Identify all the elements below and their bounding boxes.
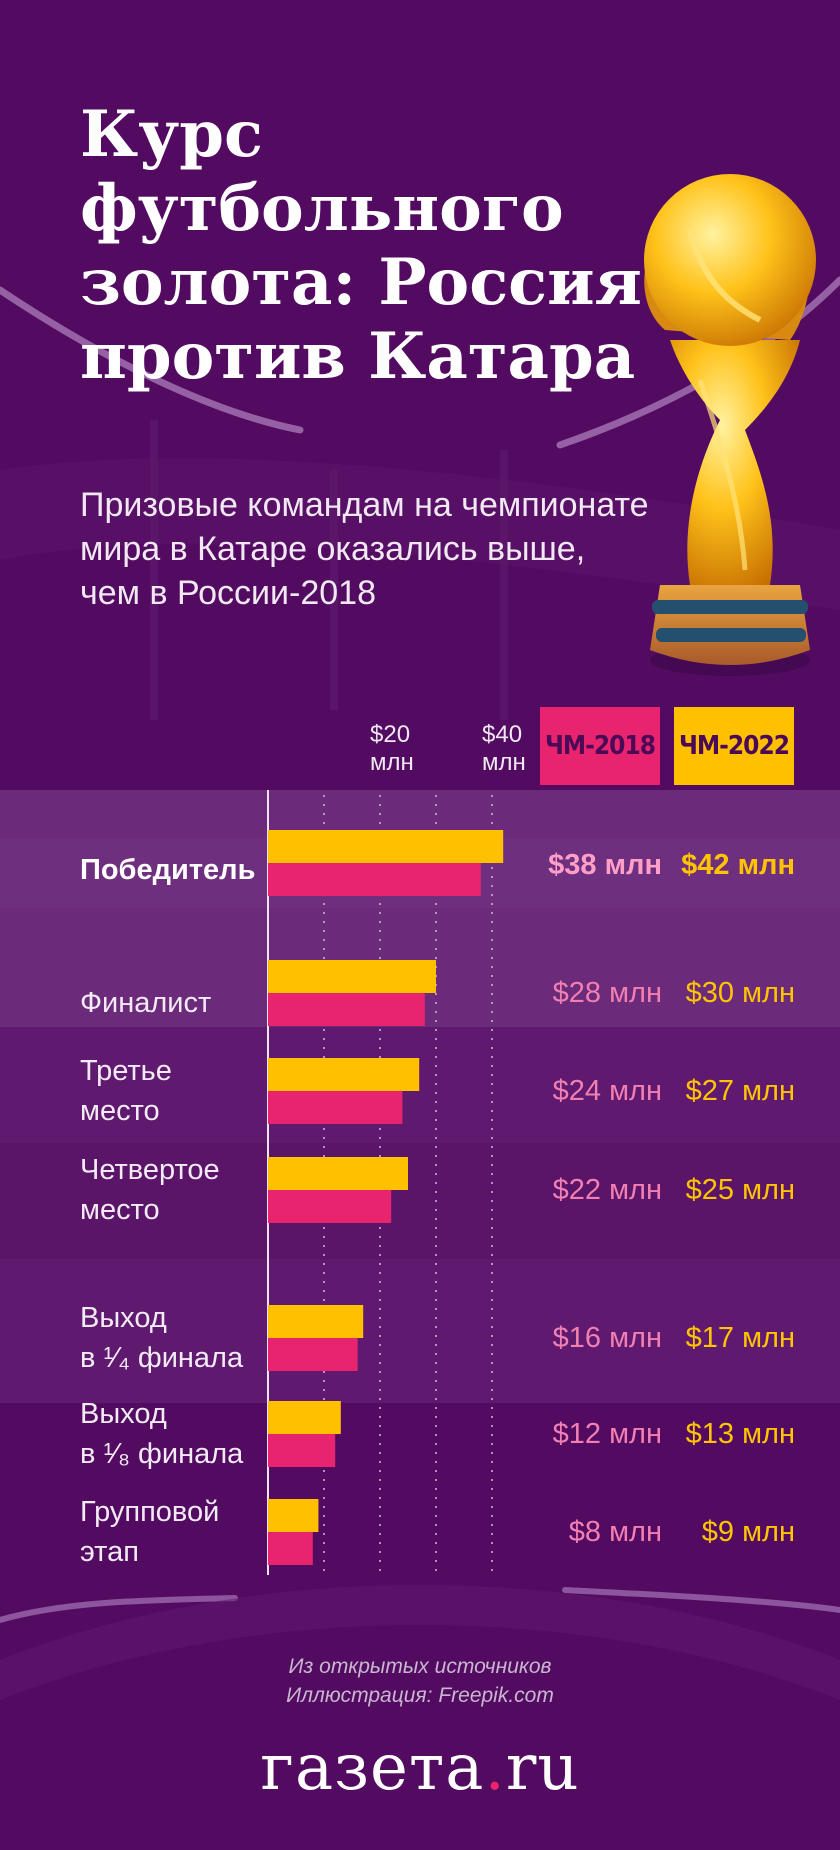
infographic-subtitle: Призовые командам на чемпионате мира в К…: [80, 483, 780, 615]
value-label-2022: $30 млн: [685, 977, 795, 1009]
value-label-2022: $27 млн: [685, 1075, 795, 1107]
source-note: Из открытых источников: [288, 1655, 552, 1678]
category-label-line: место: [80, 1194, 160, 1226]
category-label-line: Групповой: [80, 1496, 220, 1528]
category-label-line: в ¹⁄₄ финала: [80, 1342, 244, 1374]
category-label: Финалист: [80, 983, 211, 1023]
bar-2022: [268, 830, 504, 863]
category-label-line: место: [80, 1095, 160, 1127]
category-label: Групповой этап: [80, 1492, 219, 1572]
bar-2018: [268, 1091, 403, 1124]
value-label-2018: $12 млн: [552, 1418, 662, 1450]
category-label: Третье место: [80, 1051, 172, 1131]
title-line: против Катара: [80, 319, 636, 394]
value-label-2022: $25 млн: [685, 1174, 795, 1206]
category-label-line: Четвертое: [80, 1154, 220, 1186]
title-line: золота: Россия: [80, 245, 642, 320]
tick-unit: млн: [482, 749, 526, 776]
value-label-2018: $8 млн: [568, 1516, 662, 1548]
logo-dot: .: [484, 1731, 506, 1805]
stadium-light-arcs: [0, 276, 840, 1700]
bar-2022: [268, 960, 436, 993]
tick-amount: $40: [482, 721, 523, 748]
value-label-2022: $9 млн: [701, 1516, 795, 1548]
illustration-credit: Иллюстрация: Freepik.com: [286, 1684, 554, 1707]
tick-amount: $20: [370, 721, 411, 748]
category-label-line: Победитель: [80, 854, 256, 886]
category-label: Победитель: [80, 850, 255, 890]
x-tick-label: $20 млн: [370, 721, 414, 777]
bar-2018: [268, 1190, 392, 1223]
value-label-2018: $22 млн: [552, 1174, 662, 1206]
value-label-2022: $13 млн: [685, 1418, 795, 1450]
category-label: Выход в ¹⁄₈ финала: [80, 1394, 243, 1474]
category-label-line: этап: [80, 1536, 139, 1568]
infographic-title: Курс футбольного золота: Россия против К…: [80, 98, 720, 394]
tick-unit: млн: [370, 749, 414, 776]
gazeta-ru-logo: газета.ru: [0, 1728, 840, 1808]
category-label-line: в ¹⁄₈ финала: [80, 1438, 244, 1470]
category-label-line: Третье: [80, 1055, 172, 1087]
bar-2022: [268, 1499, 319, 1532]
subtitle-line: Призовые командам на чемпионате: [80, 486, 649, 524]
title-line: Курс футбольного: [80, 97, 564, 246]
x-tick-label: $40 млн: [482, 721, 526, 777]
subtitle-line: чем в России-2018: [80, 574, 376, 612]
category-label: Выход в ¹⁄₄ финала: [80, 1298, 243, 1378]
legend-series-2018: ЧМ-2018: [540, 707, 660, 785]
bar-2018: [268, 1338, 358, 1371]
bar-2018: [268, 1434, 336, 1467]
bar-2022: [268, 1157, 408, 1190]
category-label-line: Финалист: [80, 987, 212, 1019]
category-label: Четвертое место: [80, 1150, 220, 1230]
logo-text: газета: [260, 1731, 485, 1805]
category-label-line: Выход: [80, 1302, 167, 1334]
bar-2022: [268, 1058, 420, 1091]
value-label-2022: $42 млн: [681, 849, 795, 881]
bar-2018: [268, 863, 481, 896]
value-label-2018: $16 млн: [552, 1322, 662, 1354]
bar-2018: [268, 993, 425, 1026]
bar-2022: [268, 1401, 341, 1434]
value-label-2018: $38 млн: [548, 849, 662, 881]
value-label-2018: $24 млн: [552, 1075, 662, 1107]
legend-series-2022: ЧМ-2022: [674, 707, 794, 785]
bar-2022: [268, 1305, 364, 1338]
logo-text: ru: [505, 1731, 580, 1805]
category-label-line: Выход: [80, 1398, 167, 1430]
value-label-2018: $28 млн: [552, 977, 662, 1009]
subtitle-line: мира в Катаре оказались выше,: [80, 530, 586, 568]
trophy-illustration: [644, 174, 816, 676]
value-label-2022: $17 млн: [685, 1322, 795, 1354]
bar-2018: [268, 1532, 313, 1565]
